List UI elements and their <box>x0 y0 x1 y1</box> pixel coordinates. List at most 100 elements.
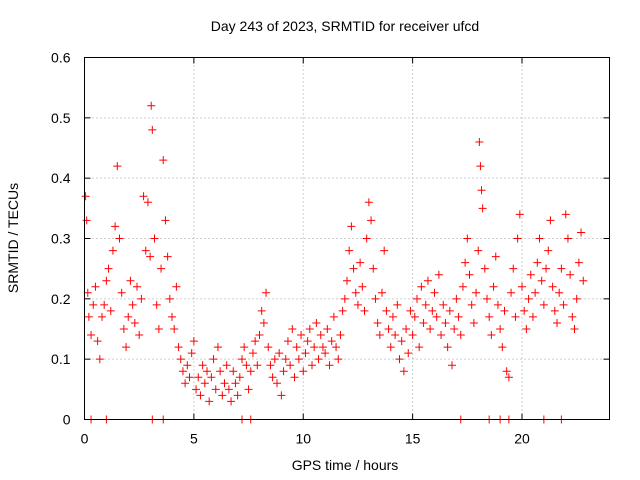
grid-lines <box>84 57 610 420</box>
data-point <box>563 234 572 243</box>
data-point <box>448 361 456 370</box>
data-point <box>290 373 299 382</box>
data-point <box>170 325 179 333</box>
data-point <box>242 361 251 370</box>
data-point <box>487 331 496 340</box>
data-point <box>211 385 220 394</box>
data-point <box>548 282 557 291</box>
data-point <box>301 349 310 358</box>
data-point <box>323 325 332 333</box>
data-point <box>288 325 297 333</box>
data-point <box>500 306 509 315</box>
data-point <box>100 300 109 309</box>
data-point <box>428 306 437 315</box>
data-point <box>176 355 185 364</box>
data-point <box>231 379 240 388</box>
data-point <box>557 264 566 273</box>
data-point <box>478 204 487 213</box>
data-point <box>163 252 172 261</box>
data-point <box>511 312 520 321</box>
data-point <box>397 337 406 346</box>
data-point <box>421 300 430 309</box>
data-point <box>200 379 209 388</box>
data-point <box>533 258 542 267</box>
data-point <box>528 312 537 321</box>
data-point <box>89 300 98 309</box>
data-point <box>404 349 413 358</box>
data-point <box>408 331 417 340</box>
data-point <box>327 337 336 346</box>
data-point <box>469 318 478 327</box>
y-tick-label: 0.2 <box>51 291 71 307</box>
data-point <box>115 234 124 243</box>
data-point <box>292 343 301 352</box>
data-point <box>351 288 360 297</box>
data-point <box>229 367 238 376</box>
data-point <box>542 264 551 273</box>
data-point <box>95 355 104 364</box>
data-point <box>141 246 150 255</box>
data-point <box>413 294 421 303</box>
data-point <box>419 318 428 327</box>
data-point <box>266 361 275 370</box>
data-point <box>388 312 397 321</box>
data-point <box>283 337 292 346</box>
data-point <box>147 101 156 110</box>
data-point <box>380 246 389 255</box>
data-point <box>406 306 415 315</box>
data-point <box>362 234 371 243</box>
chart-title: Day 243 of 2023, SRMTID for receiver ufc… <box>211 18 479 34</box>
data-point <box>268 373 277 382</box>
data-point <box>375 331 384 340</box>
data-point <box>467 300 476 309</box>
data-point <box>364 198 373 207</box>
data-point <box>135 331 144 340</box>
data-point <box>360 306 369 315</box>
data-point <box>297 331 306 340</box>
data-point <box>349 264 358 273</box>
y-axis-label: SRMTID / TECUs <box>5 183 21 293</box>
x-tick-label: 10 <box>295 431 311 447</box>
data-point <box>445 306 454 315</box>
data-point <box>504 373 513 382</box>
data-point <box>207 373 216 382</box>
data-point <box>572 294 581 303</box>
data-point <box>255 331 264 340</box>
data-point <box>172 282 181 291</box>
data-point <box>353 300 362 309</box>
data-point <box>238 355 246 364</box>
data-point <box>531 288 540 297</box>
data-point <box>273 379 281 388</box>
data-point <box>233 391 242 400</box>
data-point <box>139 192 148 201</box>
data-point <box>194 373 203 382</box>
data-point <box>347 222 356 231</box>
data-point <box>384 325 393 333</box>
data-point <box>434 270 443 279</box>
data-point <box>126 276 135 285</box>
data-point <box>568 312 577 321</box>
data-point <box>220 379 229 388</box>
data-point <box>454 312 463 321</box>
data-point <box>423 276 432 285</box>
plot-frame <box>84 57 610 420</box>
data-point <box>83 288 92 297</box>
data-point <box>463 234 472 243</box>
data-point <box>489 282 498 291</box>
data-point <box>515 210 524 219</box>
data-point <box>224 385 233 394</box>
data-point <box>130 318 139 327</box>
data-point <box>146 252 155 261</box>
data-point <box>98 312 106 321</box>
data-point <box>257 306 266 315</box>
data-point <box>577 228 586 237</box>
data-point <box>318 343 327 352</box>
data-point <box>426 325 435 333</box>
data-point <box>452 294 461 303</box>
data-point <box>137 294 146 303</box>
data-point <box>493 300 502 309</box>
data-point <box>491 252 500 261</box>
y-tick-label: 0 <box>63 412 71 428</box>
data-point <box>218 391 227 400</box>
data-point <box>496 325 505 333</box>
